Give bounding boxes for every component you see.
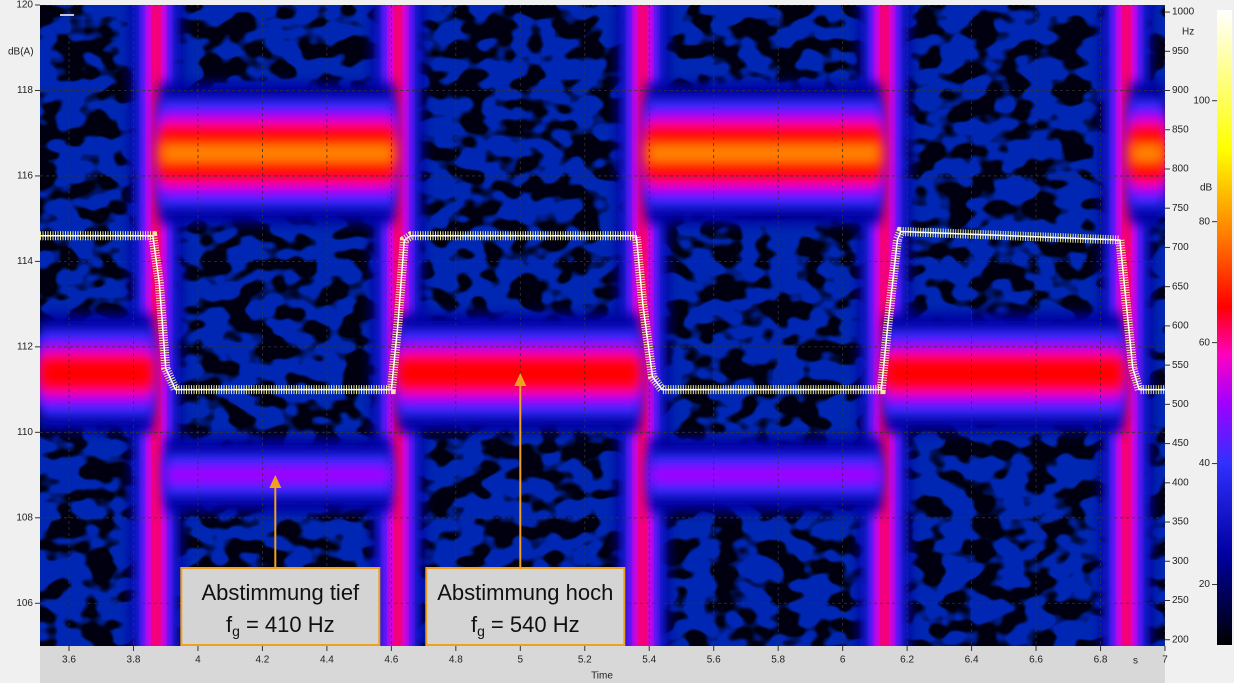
x-unit: s [1133, 656, 1138, 667]
y-tick-label: 118 [17, 85, 33, 96]
y2-tick-label: 950 [1172, 46, 1189, 57]
annotation-arrowhead [269, 474, 282, 488]
x-axis-bar [40, 646, 1165, 683]
annotation-part: f [226, 612, 233, 637]
annotation-part: g [477, 623, 485, 639]
y-tick-label: 106 [16, 598, 33, 609]
x-tick-label: 5.8 [771, 655, 785, 666]
x-tick-label: 3.8 [127, 655, 141, 666]
y2-tick-label: 300 [1172, 556, 1189, 567]
annotation-formula: fg = 540 Hz [471, 612, 580, 639]
x-tick-label: 4 [195, 655, 201, 666]
x-tick-label: 5.6 [707, 655, 721, 666]
x-tick-label: 4.2 [255, 655, 269, 666]
y2-tick-label: 550 [1172, 360, 1189, 371]
y-tick-label: 110 [17, 427, 33, 438]
colorbar-tick-label: 40 [1199, 458, 1211, 469]
y2-tick-label: 200 [1172, 634, 1189, 645]
tone-band [884, 358, 1124, 388]
y-tick-label: 120 [16, 0, 33, 11]
y-tick-label: 108 [16, 512, 33, 523]
transient [639, 5, 647, 646]
tone-band [165, 465, 392, 485]
colorbar-tick-label: 20 [1199, 579, 1211, 590]
annotation-part: = 410 Hz [246, 612, 335, 637]
y2-tick-label: 450 [1172, 438, 1189, 449]
colorbar-tick-label: 100 [1193, 95, 1210, 106]
x-tick-label: 4.8 [449, 655, 463, 666]
y2-tick-label: 650 [1172, 281, 1189, 292]
tone-band [40, 358, 153, 388]
y2-axis-label: Hz [1182, 27, 1194, 38]
annotation-box [425, 567, 626, 646]
y-axis-label: dB(A) [8, 47, 34, 58]
x-tick-label: 6.8 [1094, 655, 1108, 666]
tone-band [649, 465, 882, 485]
x-tick-label: 6.2 [900, 655, 914, 666]
annotation-part: = 540 Hz [491, 612, 580, 637]
level-line [40, 230, 1165, 391]
tone-band [159, 141, 395, 166]
annotation-title: Abstimmung hoch [437, 580, 613, 605]
y-tick-label: 116 [17, 171, 33, 182]
x-tick-label: 6.4 [965, 655, 979, 666]
y2-tick-label: 250 [1172, 595, 1189, 606]
y2-tick-label: 850 [1172, 124, 1189, 135]
x-tick-label: 3.6 [62, 655, 76, 666]
y2-tick-label: 500 [1172, 399, 1189, 410]
x-tick-label: 7 [1162, 655, 1168, 666]
transient [152, 5, 160, 646]
y2-tick-label: 600 [1172, 321, 1189, 332]
annotation-arrowhead [514, 372, 527, 386]
y2-tick-label: 1000 [1172, 7, 1195, 18]
colorbar-tick-label: 60 [1199, 337, 1211, 348]
y2-tick-label: 900 [1172, 85, 1189, 96]
y2-tick-label: 750 [1172, 203, 1189, 214]
x-tick-label: 5.4 [642, 655, 656, 666]
annotation-title: Abstimmung tief [201, 580, 360, 605]
y2-tick-label: 400 [1172, 477, 1189, 488]
y2-tick-label: 700 [1172, 242, 1189, 253]
colorbar [1217, 10, 1232, 645]
annotation-formula: fg = 410 Hz [226, 612, 335, 639]
x-tick-label: 6 [840, 655, 846, 666]
y2-tick-label: 800 [1172, 164, 1189, 175]
x-tick-label: 5.2 [578, 655, 592, 666]
colorbar-label: dB [1200, 183, 1213, 194]
tone-band [646, 141, 882, 166]
x-axis-label: Time [591, 671, 613, 682]
y-tick-label: 114 [17, 256, 33, 267]
tone-band [1129, 141, 1165, 166]
annotation-box [180, 567, 381, 646]
x-tick-label: 5 [518, 655, 524, 666]
plot-area [40, 5, 1165, 646]
colorbar-tick-label: 80 [1199, 216, 1211, 227]
x-tick-label: 6.6 [1029, 655, 1043, 666]
x-tick-label: 4.4 [320, 655, 334, 666]
y-tick-label: 112 [17, 342, 33, 353]
x-tick-label: 4.6 [384, 655, 398, 666]
annotation-part: g [232, 623, 240, 639]
y2-tick-label: 350 [1172, 517, 1189, 528]
annotation-part: f [471, 612, 478, 637]
